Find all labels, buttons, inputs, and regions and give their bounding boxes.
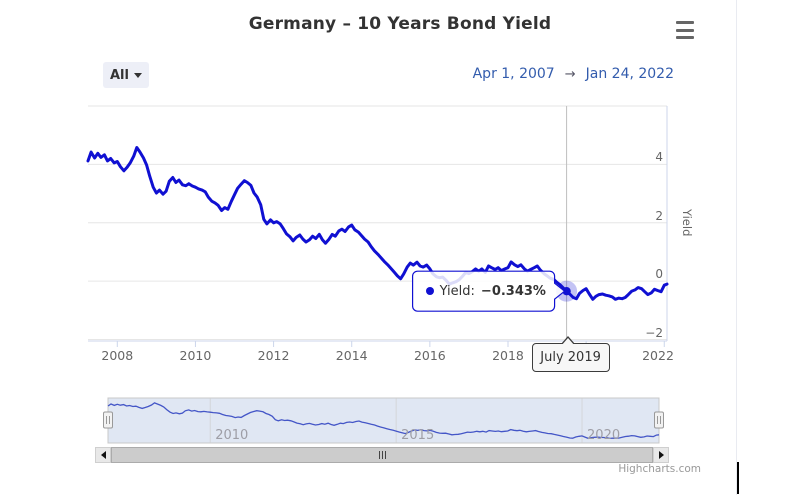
chart-title: Germany – 10 Years Bond Yield [248, 14, 552, 34]
hamburger-icon [676, 36, 694, 39]
range-selector-dropdown[interactable]: All [103, 62, 149, 88]
arrow-right-icon [658, 451, 664, 459]
navigator-handle-right[interactable] [654, 411, 664, 429]
scrollbar-grip-icon [378, 451, 380, 459]
xaxis-tick-label: 2022 [642, 348, 674, 363]
yaxis-title: Yield [680, 209, 694, 237]
xaxis-tick-label: 2016 [413, 348, 446, 363]
xaxis-tick-label: 2010 [179, 348, 212, 363]
text-cursor-artifact [737, 462, 739, 494]
yaxis-tick-label: 2 [655, 208, 663, 223]
range-selector-label: All [110, 67, 129, 83]
crosshair-date-label: July 2019 [531, 336, 610, 372]
xaxis-tick-label: 2008 [101, 348, 134, 363]
range-arrow-icon: → [564, 66, 576, 82]
scrollbar-grip-icon [381, 451, 383, 459]
scrollbar-grip-icon [384, 451, 386, 459]
xaxis-tick-label: 2018 [492, 348, 524, 363]
yaxis-tick-label: −2 [645, 325, 663, 340]
scrollbar-thumb[interactable] [111, 447, 653, 463]
navigator-series [107, 402, 660, 440]
crosshair-label-text: July 2019 [540, 350, 601, 365]
scrollbar-right-button[interactable] [653, 447, 669, 463]
arrow-left-icon [100, 451, 106, 459]
navigator-handle-left[interactable] [103, 411, 113, 429]
range-from-input[interactable]: Apr 1, 2007 [472, 66, 555, 82]
highcharts-credit-link[interactable]: Highcharts.com [618, 463, 701, 475]
export-menu-button[interactable] [676, 20, 698, 40]
navigator-tick-label: 2015 [401, 428, 435, 443]
yaxis-tick-label: 4 [655, 150, 663, 165]
yield-line-series[interactable] [86, 146, 669, 301]
hamburger-icon [676, 21, 694, 24]
xaxis-tick-label: 2012 [257, 348, 290, 363]
yaxis-tick-label: 0 [655, 267, 663, 282]
hover-point[interactable] [562, 286, 571, 296]
hamburger-icon [676, 28, 694, 32]
navigator-tick-label: 2010 [215, 428, 249, 443]
xaxis-tick-label: 2014 [335, 348, 368, 363]
range-to-input[interactable]: Jan 24, 2022 [585, 66, 674, 82]
tooltip-box [411, 270, 566, 312]
scrollbar-left-button[interactable] [95, 447, 111, 463]
navigator-tick-label: 2020 [587, 428, 621, 443]
chevron-down-icon [133, 72, 142, 78]
date-range: Apr 1, 2007 → Jan 24, 2022 [473, 66, 674, 82]
page-divider-line [736, 0, 737, 495]
crosshair-label-notch [560, 337, 575, 346]
